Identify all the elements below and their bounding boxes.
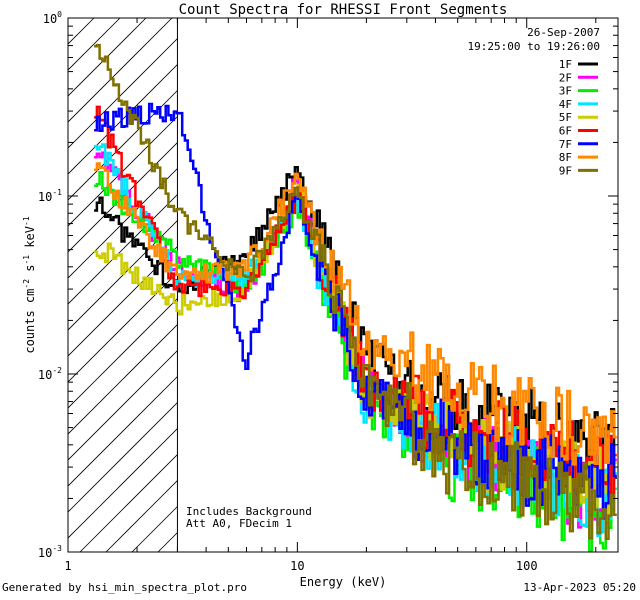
y-axis-label: counts cm-2 s-1 keV-1: [22, 216, 37, 353]
x-tick-label: 100: [516, 559, 538, 573]
attenuator-note: Att A0, FDecim 1: [186, 517, 292, 530]
legend-label-5f: 5F: [559, 111, 572, 124]
legend-label-3f: 3F: [559, 85, 572, 98]
legend-label-4f: 4F: [559, 98, 572, 111]
x-tick-label: 10: [290, 559, 304, 573]
legend-label-7f: 7F: [559, 138, 572, 151]
background-note: Includes Background: [186, 505, 312, 518]
series-layer: [94, 43, 617, 552]
y-tick-label: 10-1: [38, 188, 62, 204]
legend-label-6f: 6F: [559, 125, 572, 138]
series-line-7f: [94, 102, 617, 520]
legend-label-1f: 1F: [559, 58, 572, 71]
legend-label-9f: 9F: [559, 164, 572, 177]
date-label: 26-Sep-2007: [527, 26, 600, 39]
y-tick-labels: 10-3 10-2 10-1 100: [38, 10, 62, 560]
y-tick-label: 10-2: [38, 366, 62, 382]
hatch-line: [68, 18, 173, 123]
series-line-9f: [94, 43, 617, 540]
plot-frame: [67, 17, 619, 553]
series-line-8f: [94, 162, 617, 466]
legend-label-2f: 2F: [559, 71, 572, 84]
time-range-label: 19:25:00 to 19:26:00: [468, 40, 600, 53]
generator-note: Generated by hsi_min_spectra_plot.pro: [2, 581, 248, 594]
y-tick-label: 100: [43, 10, 62, 26]
generated-timestamp: 13-Apr-2023 05:20: [523, 581, 636, 594]
x-axis-label: Energy (keV): [300, 575, 387, 589]
legend-label-8f: 8F: [559, 151, 572, 164]
hatch-line: [68, 18, 225, 175]
axis-ticks: [67, 17, 618, 553]
y-tick-label: 10-3: [38, 544, 62, 560]
x-tick-labels: 1 10 100: [64, 559, 537, 573]
hatch-line: [68, 18, 199, 149]
chart-title: Count Spectra for RHESSI Front Segments: [179, 2, 508, 18]
x-tick-label: 1: [64, 559, 71, 573]
